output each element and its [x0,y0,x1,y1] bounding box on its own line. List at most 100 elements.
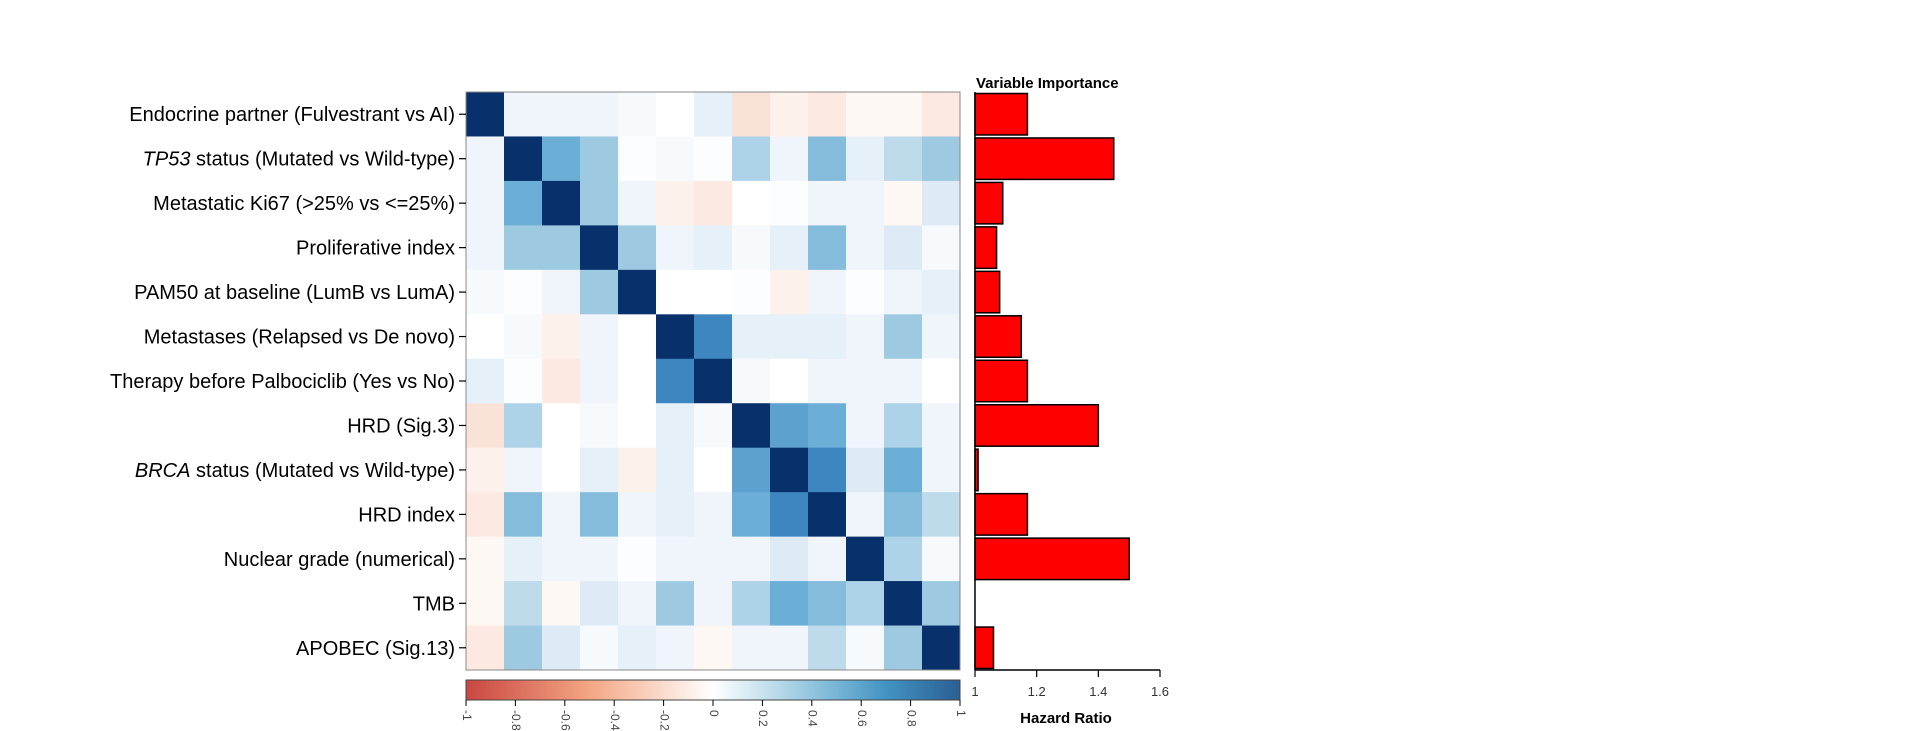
heatmap-cell [542,180,581,226]
heatmap-cell [884,536,923,582]
colorbar: -1 -0.8 -0.6 -0.4 -0.2 0 0.2 0.4 0.6 0.8 1 [460,679,968,731]
variable-importance-panel: Variable Importance 1 1.2 1.4 1.6 Hazard Ra… [971,75,1169,727]
heatmap-cell [656,92,695,137]
heatmap-cell [846,536,885,582]
heatmap-cell [542,625,581,671]
heatmap-cell [618,536,657,582]
colorbar-tick-label: -1 [460,710,474,721]
heatmap-cell [808,492,847,538]
heatmap-cell [770,358,809,404]
heatmap-cell [808,358,847,404]
importance-tick-label: 1 [971,684,978,699]
heatmap-cell [542,225,581,271]
heatmap-cell [770,269,809,315]
heatmap-cell [466,536,505,582]
heatmap-cell [542,403,581,449]
heatmap-cell [884,625,923,671]
heatmap-cell [618,358,657,404]
heatmap-cell [732,625,771,671]
heatmap-cell [846,269,885,315]
heatmap-cell [884,180,923,226]
heatmap-cell [808,180,847,226]
heatmap-cell [922,625,961,671]
importance-title: Variable Importance [976,75,1119,92]
heatmap-cell [618,625,657,671]
heatmap-cell [732,225,771,271]
heatmap-cell [656,136,695,182]
heatmap-cell [770,136,809,182]
heatmap-cell [770,492,809,538]
importance-bar [974,92,1029,136]
heatmap-cell [884,581,923,626]
heatmap-cell [694,581,733,626]
heatmap-cell [466,358,505,404]
heatmap-cell [732,358,771,404]
heatmap-cell [808,625,847,671]
heatmap-cell [732,92,771,137]
heatmap-cell [732,269,771,315]
heatmap-cell [542,92,581,137]
row-label: Metastatic Ki67 (>25% vs <=25%) [153,193,455,215]
heatmap-cell [656,225,695,271]
heatmap-cell [504,269,543,315]
heatmap-cell [542,447,581,493]
heatmap-cell [694,92,733,137]
heatmap-cell [656,447,695,493]
heatmap-cell [466,492,505,538]
heatmap-cell [618,581,657,626]
row-label: TMB [413,593,455,615]
heatmap-cell [580,358,619,404]
importance-bar [974,492,1029,536]
heatmap-cell [770,92,809,137]
heatmap-cell [466,314,505,360]
heatmap-cell [504,625,543,671]
row-label: Therapy before Palbociclib (Yes vs No) [110,371,455,393]
heatmap-cell [694,403,733,449]
heatmap-cell [580,92,619,137]
heatmap-cell [618,225,657,271]
colorbar-tick-label: 0 [707,710,721,717]
heatmap-cell [504,225,543,271]
heatmap-cell [770,403,809,449]
heatmap-row-labels: Endocrine partner (Fulvestrant vs AI) TP5… [110,104,466,660]
importance-tick-label: 1.6 [1151,684,1169,699]
row-label: Metastases (Relapsed vs De novo) [144,327,455,349]
heatmap-cell [846,92,885,137]
importance-xlabel: Hazard Ratio [1020,710,1112,727]
heatmap-cell [922,403,961,449]
heatmap-cell [694,180,733,226]
importance-bars [974,92,1130,670]
heatmap-cell [846,492,885,538]
heatmap-cell [504,403,543,449]
heatmap-cell [656,358,695,404]
heatmap-cell [732,447,771,493]
heatmap-cell [694,136,733,182]
colorbar-tick-label: -0.8 [509,710,523,731]
importance-bar [974,226,998,270]
heatmap-cell [504,314,543,360]
heatmap-cell [732,536,771,582]
heatmap-cell [808,225,847,271]
row-label: Nuclear grade (numerical) [224,549,455,571]
heatmap-cell [922,136,961,182]
heatmap-cell [466,625,505,671]
colorbar-tick-label: -0.2 [657,710,671,731]
heatmap-cell [504,136,543,182]
importance-tick-label: 1.2 [1028,684,1046,699]
heatmap-cell [656,581,695,626]
heatmap-cell [656,269,695,315]
heatmap-cell [846,358,885,404]
importance-x-ticks: 1 1.2 1.4 1.6 [971,670,1169,699]
heatmap-cell [580,492,619,538]
heatmap-cell [542,492,581,538]
heatmap-cell [846,625,885,671]
heatmap-cell [542,314,581,360]
row-label: BRCA status (Mutated vs Wild-type) [135,460,455,482]
heatmap-cell [466,447,505,493]
heatmap-cell [618,403,657,449]
row-label: PAM50 at baseline (LumB vs LumA) [134,282,455,304]
colorbar-gradient [465,679,961,701]
importance-bar [974,137,1115,181]
heatmap-cell [884,447,923,493]
